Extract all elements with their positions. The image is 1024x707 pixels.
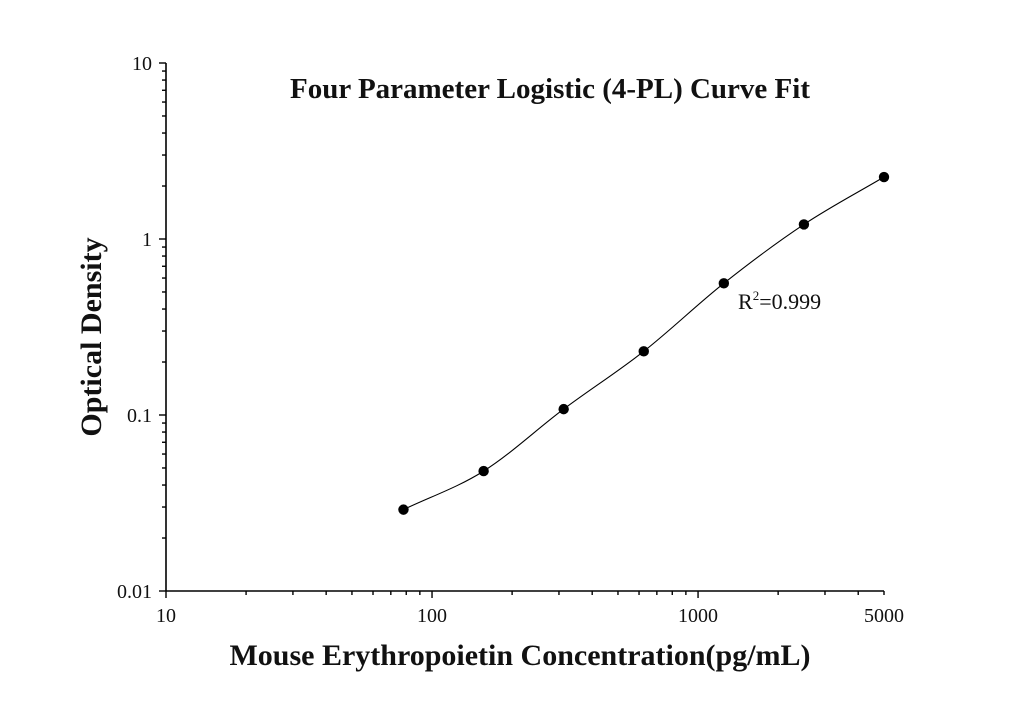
axes [165, 63, 884, 592]
data-point [638, 346, 649, 357]
chart-title: Four Parameter Logistic (4-PL) Curve Fit [290, 73, 810, 105]
data-points [398, 171, 890, 515]
x-tick-label: 100 [417, 605, 447, 627]
data-point [798, 219, 810, 230]
data-point [478, 465, 489, 477]
x-tick-label: 5000 [864, 605, 904, 627]
x-tick-label: 10 [156, 605, 176, 627]
r-superscript: 2 [753, 288, 760, 303]
tick-labels: 10 100 1000 5000 0.01 0.1 1 10 [117, 53, 904, 627]
y-axis-title: Optical Density [75, 237, 108, 436]
r-value: =0.999 [759, 289, 821, 314]
y-tick-label: 0.01 [117, 581, 152, 603]
y-tick-label: 10 [132, 53, 152, 75]
x-tick-label: 1000 [678, 605, 718, 627]
data-point [398, 504, 409, 515]
r-label: R [738, 289, 753, 314]
y-tick-label: 0.1 [127, 405, 152, 427]
y-tick-label: 1 [142, 229, 152, 251]
r-squared-annotation: R2=0.999 [738, 288, 821, 314]
x-axis-title: Mouse Erythropoietin Concentration(pg/mL… [229, 639, 810, 672]
fit-curve [403, 176, 885, 511]
data-point [558, 403, 569, 415]
data-point [718, 278, 730, 289]
ticks [159, 62, 885, 598]
data-point [878, 171, 890, 183]
